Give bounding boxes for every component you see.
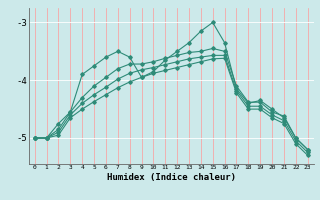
X-axis label: Humidex (Indice chaleur): Humidex (Indice chaleur) xyxy=(107,173,236,182)
